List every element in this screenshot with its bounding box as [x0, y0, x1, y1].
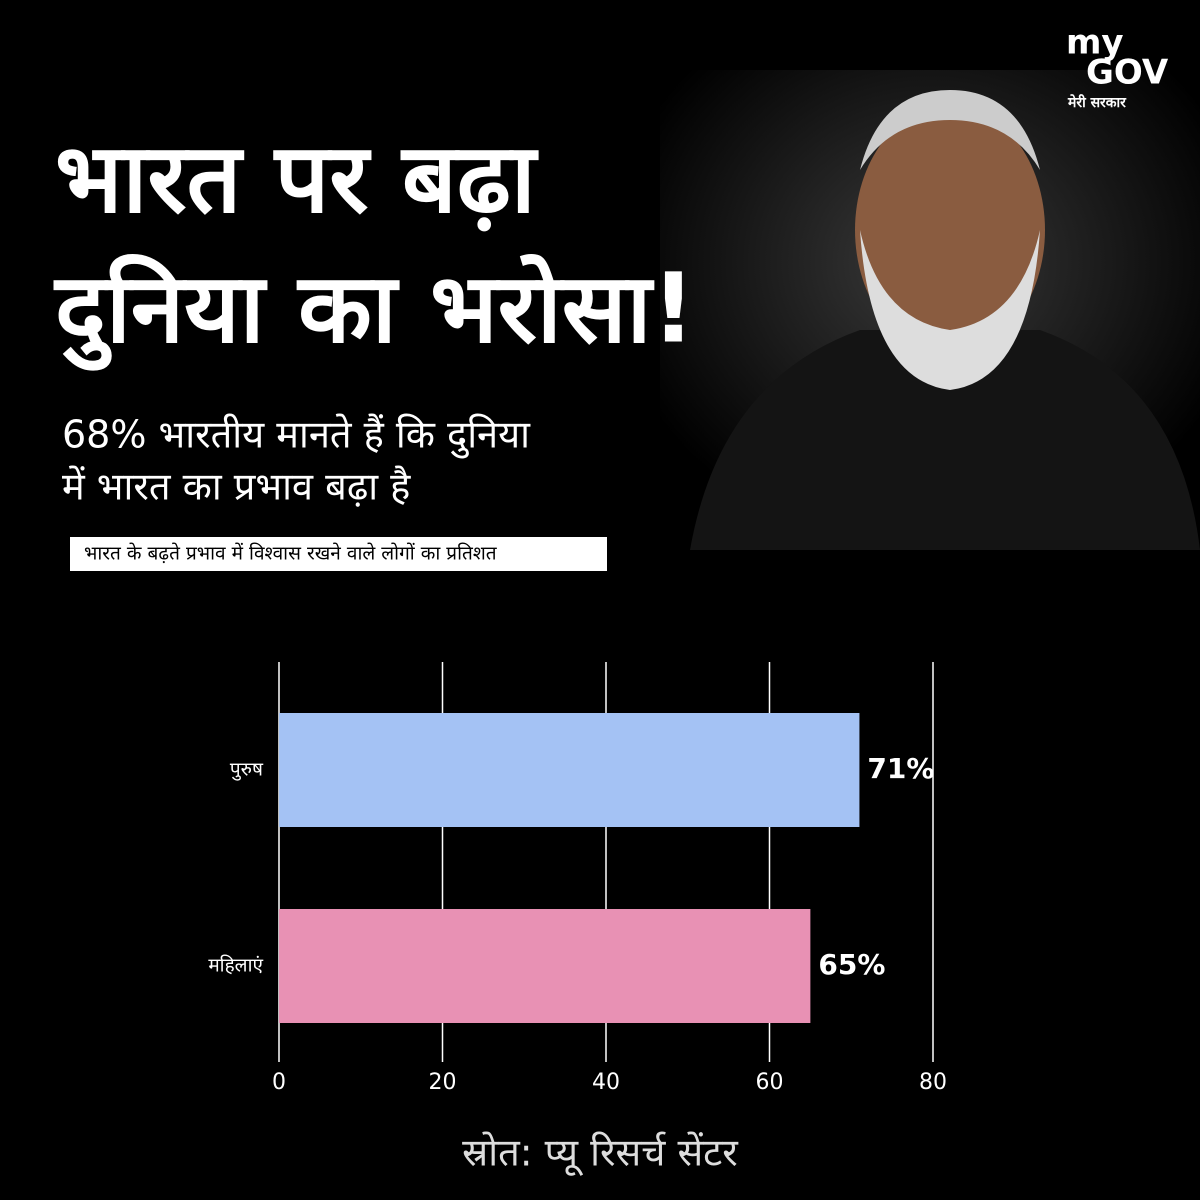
title: दुनिया का भरोसा!: [53, 252, 695, 371]
x-tick-label: 0: [272, 1070, 286, 1095]
source: स्रोत: प्यू रिसर्च सेंटर: [462, 1131, 739, 1177]
x-tick-label: 20: [429, 1070, 457, 1095]
x-tick-label: 40: [592, 1070, 620, 1095]
chart-title-box: [70, 537, 607, 571]
value-label: 65%: [818, 948, 885, 981]
portrait: [660, 70, 1200, 550]
x-tick-label: 80: [919, 1070, 947, 1095]
value-label: 71%: [867, 752, 934, 785]
subtitle: 68% भारतीय मानते हैं कि दुनिया: [62, 413, 531, 459]
logo-gov: GOV: [1086, 53, 1169, 93]
logo-tagline: मेरी सरकार: [1067, 94, 1127, 111]
y-tick-label: पुरुष: [230, 759, 264, 782]
x-tick-label: 60: [756, 1070, 784, 1095]
logo-my: my: [1066, 23, 1124, 63]
subtitle: में भारत का प्रभाव बढ़ा है: [62, 465, 411, 509]
y-tick-label: महिलाएं: [208, 954, 263, 977]
chart-title: भारत के बढ़ते प्रभाव में विश्वास रखने वा…: [84, 542, 498, 565]
bar: [279, 713, 860, 827]
bar: [279, 909, 811, 1023]
chart: 0 20 40 60 80 पुरुष 71% महिलाएं 65%: [208, 662, 947, 1095]
title: भारत पर बढ़ा: [55, 122, 539, 234]
